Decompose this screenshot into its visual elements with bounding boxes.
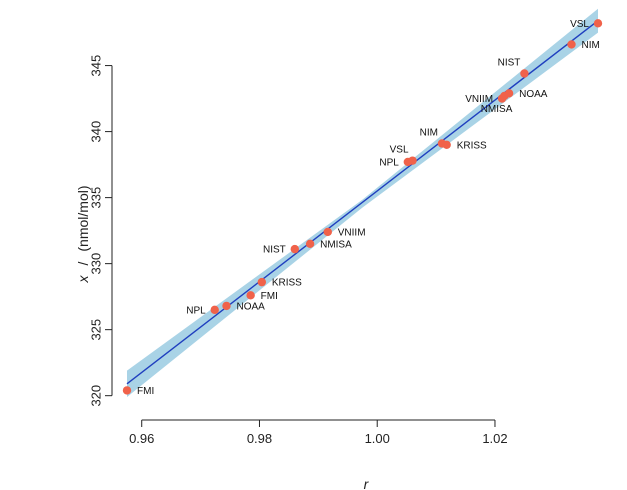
y-axis-title-variable: x <box>75 275 91 284</box>
data-point <box>323 227 332 237</box>
point-label: NMISA <box>320 239 352 250</box>
point-label: NOAA <box>519 89 548 100</box>
fit-line <box>126 20 599 385</box>
data-point <box>210 305 219 315</box>
x-tick-label: 1.00 <box>365 431 390 446</box>
axes: 0.96 0.98 1.00 1.02 320 325 330 335 340 345 <box>88 55 507 446</box>
point-label: NPL <box>186 305 206 316</box>
y-tick-label: 340 <box>88 121 103 143</box>
point-label: NIM <box>420 127 438 138</box>
y-tick-label: 320 <box>88 385 103 407</box>
point-label: KRISS <box>457 140 487 151</box>
point-label: NIST <box>263 245 286 256</box>
data-point <box>567 40 576 49</box>
point-label: VSL <box>390 145 409 156</box>
data-point <box>408 156 417 165</box>
data-point <box>290 244 299 254</box>
point-label: NOAA <box>236 301 265 312</box>
x-tick-label: 0.98 <box>247 431 272 446</box>
y-axis-title: x / (nmol/mol) <box>75 185 91 283</box>
point-label: NMISA <box>481 104 513 115</box>
point-label: FMI <box>261 291 278 302</box>
data-point <box>222 301 231 311</box>
y-axis-title-separator: / <box>75 262 91 266</box>
x-tick-label: 0.96 <box>129 431 154 446</box>
data-point <box>520 69 529 78</box>
x-tick-label: 1.02 <box>482 431 507 446</box>
data-point <box>246 291 255 300</box>
data-point <box>305 239 315 249</box>
point-label: NPL <box>379 157 399 168</box>
x-axis-title: r <box>364 476 370 490</box>
fit-line-layer <box>126 20 599 385</box>
y-tick-label: 345 <box>88 55 103 77</box>
y-tick-label: 325 <box>88 319 103 341</box>
data-point <box>122 386 132 395</box>
y-axis-title-unit: (nmol/mol) <box>75 185 91 251</box>
point-label: NIM <box>582 40 600 51</box>
y-tick-label: 330 <box>88 253 103 275</box>
point-label: NIST <box>498 57 521 68</box>
data-point <box>593 19 603 28</box>
point-label: VNIIM <box>465 94 493 105</box>
y-tick-label: 335 <box>88 187 103 209</box>
point-label: FMI <box>137 386 154 397</box>
point-label: VSL <box>570 19 589 30</box>
data-points-layer <box>122 19 603 395</box>
data-point <box>442 140 451 149</box>
data-point <box>257 277 267 287</box>
point-label: KRISS <box>272 278 302 289</box>
data-point <box>504 89 514 98</box>
point-label: VNIIM <box>338 227 366 238</box>
